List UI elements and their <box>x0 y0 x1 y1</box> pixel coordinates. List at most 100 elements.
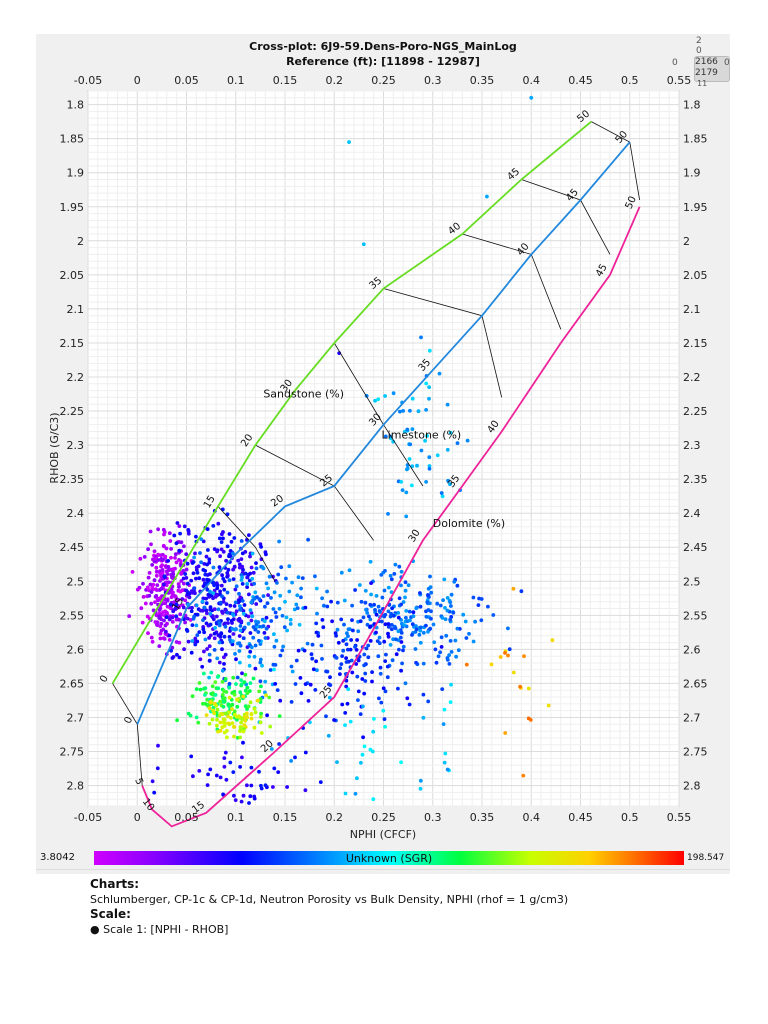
x-tick-label: 0.3 <box>424 811 442 824</box>
data-point <box>370 749 375 754</box>
data-point <box>476 603 481 607</box>
data-point <box>177 617 182 622</box>
data-point <box>324 669 328 674</box>
data-point <box>390 606 394 611</box>
data-point <box>519 589 524 594</box>
scale-heading: Scale: <box>90 907 131 921</box>
data-point <box>244 713 249 717</box>
data-point <box>339 617 344 622</box>
data-point <box>141 581 145 586</box>
data-point <box>354 662 359 666</box>
data-point <box>360 752 365 757</box>
x-tick-label: 0.5 <box>621 811 639 824</box>
data-point <box>260 663 264 668</box>
data-point <box>190 639 195 643</box>
data-point <box>278 653 283 658</box>
data-point <box>369 592 373 597</box>
data-point <box>319 643 324 648</box>
data-point <box>498 655 503 659</box>
data-point <box>215 723 219 728</box>
data-point <box>439 635 444 640</box>
data-point <box>234 657 238 662</box>
data-point <box>404 609 409 613</box>
data-point <box>170 615 175 620</box>
y-right-tick-label: 2.35 <box>683 473 708 486</box>
data-point <box>194 715 199 720</box>
data-point <box>303 682 308 686</box>
data-point <box>203 701 208 706</box>
data-point <box>162 532 166 537</box>
x-top-tick-label: 0.5 <box>621 74 639 87</box>
data-point <box>249 765 254 770</box>
data-point <box>220 693 225 697</box>
data-point <box>407 457 412 461</box>
data-point <box>289 664 294 669</box>
axis-ticks: -0.05 -0.05 0 0 0.05 0.05 0.1 0.1 0.15 0.15 0.2 0.2… <box>60 74 708 824</box>
x-top-tick-label: 0.45 <box>568 74 593 87</box>
data-point <box>152 578 157 583</box>
data-point <box>365 611 370 615</box>
data-point <box>208 622 213 627</box>
data-point <box>345 701 350 706</box>
data-point <box>418 778 423 783</box>
data-point <box>157 616 162 620</box>
data-point <box>193 636 198 641</box>
data-point <box>424 408 428 412</box>
data-point <box>203 686 208 690</box>
data-point <box>232 725 237 729</box>
data-point <box>248 571 253 576</box>
data-point <box>423 438 427 443</box>
data-point <box>257 689 262 694</box>
data-point <box>238 735 243 740</box>
data-point <box>215 586 220 591</box>
data-point <box>405 466 410 471</box>
data-point <box>223 750 228 755</box>
data-point <box>221 717 226 722</box>
nav-range-box[interactable] <box>694 56 730 82</box>
data-point <box>227 710 232 715</box>
y-right-tick-label: 2.7 <box>683 711 701 724</box>
nav-bottom-value: 11 <box>697 79 708 88</box>
data-point <box>155 766 160 771</box>
data-point <box>339 570 344 575</box>
data-point <box>264 581 269 586</box>
data-point <box>194 565 199 570</box>
data-point <box>396 615 401 620</box>
data-point <box>348 719 353 724</box>
x-tick-label: 0.25 <box>371 811 396 824</box>
data-point <box>219 711 223 716</box>
data-point <box>284 615 289 620</box>
data-point <box>154 569 159 574</box>
data-point <box>156 558 161 562</box>
data-point <box>189 578 194 583</box>
zoom-navigator[interactable]: 2 0 0 2166 2179 0 11 <box>672 36 730 90</box>
data-point <box>294 658 299 663</box>
data-point <box>202 630 207 635</box>
data-point <box>177 524 182 528</box>
data-point <box>227 681 232 686</box>
x-axis-label: NPHI (CFCF) <box>350 828 416 841</box>
data-point <box>283 599 287 604</box>
data-point <box>526 686 531 691</box>
data-point <box>227 695 232 700</box>
data-point <box>445 767 450 772</box>
data-point <box>201 568 206 572</box>
data-point <box>445 596 450 600</box>
data-point <box>149 635 154 640</box>
data-point <box>397 647 401 652</box>
data-point <box>254 561 258 565</box>
data-point <box>232 692 237 697</box>
data-point <box>233 652 237 656</box>
data-point <box>410 396 415 401</box>
data-point <box>343 723 347 727</box>
data-point <box>170 620 175 624</box>
data-point <box>248 649 253 654</box>
data-point <box>454 654 458 659</box>
data-point <box>170 656 175 660</box>
data-point <box>511 586 516 591</box>
data-point <box>529 95 534 100</box>
data-point <box>202 649 206 654</box>
data-point <box>358 583 362 587</box>
data-point <box>239 720 244 725</box>
